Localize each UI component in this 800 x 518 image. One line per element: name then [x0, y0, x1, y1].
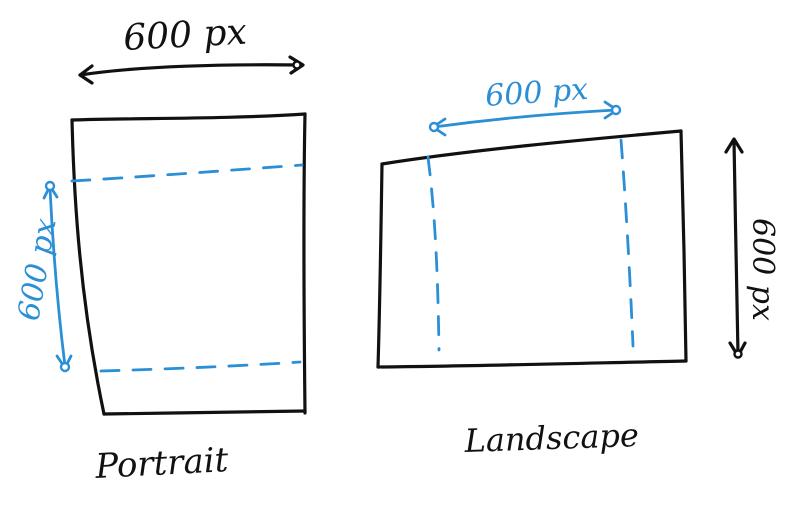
landscape-height-arrow — [724, 137, 747, 359]
portrait-frame — [70, 112, 307, 416]
portrait-caption: Portrait — [93, 440, 229, 487]
portrait-crop-top-line — [70, 163, 304, 183]
top-width-arrow — [78, 55, 305, 85]
portrait-height-arrow — [42, 180, 73, 373]
top-width-label: 600 px — [122, 12, 247, 59]
portrait-crop-bottom-line — [99, 360, 302, 373]
landscape-side-label: 600 px — [745, 218, 780, 321]
landscape-frame — [376, 129, 688, 369]
landscape-crop-right-line — [619, 138, 635, 348]
landscape-width-arrow — [428, 100, 622, 137]
landscape-crop-left-line — [426, 155, 441, 352]
landscape-caption: Landscape — [463, 416, 639, 460]
landscape-width-label: 600 px — [484, 72, 589, 114]
